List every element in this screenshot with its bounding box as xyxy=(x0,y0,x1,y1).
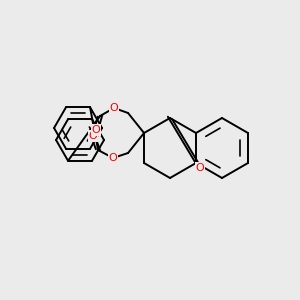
Text: O: O xyxy=(109,153,117,163)
Text: O: O xyxy=(92,125,100,135)
Text: O: O xyxy=(196,163,204,173)
Text: O: O xyxy=(110,103,118,113)
Text: O: O xyxy=(89,131,98,141)
